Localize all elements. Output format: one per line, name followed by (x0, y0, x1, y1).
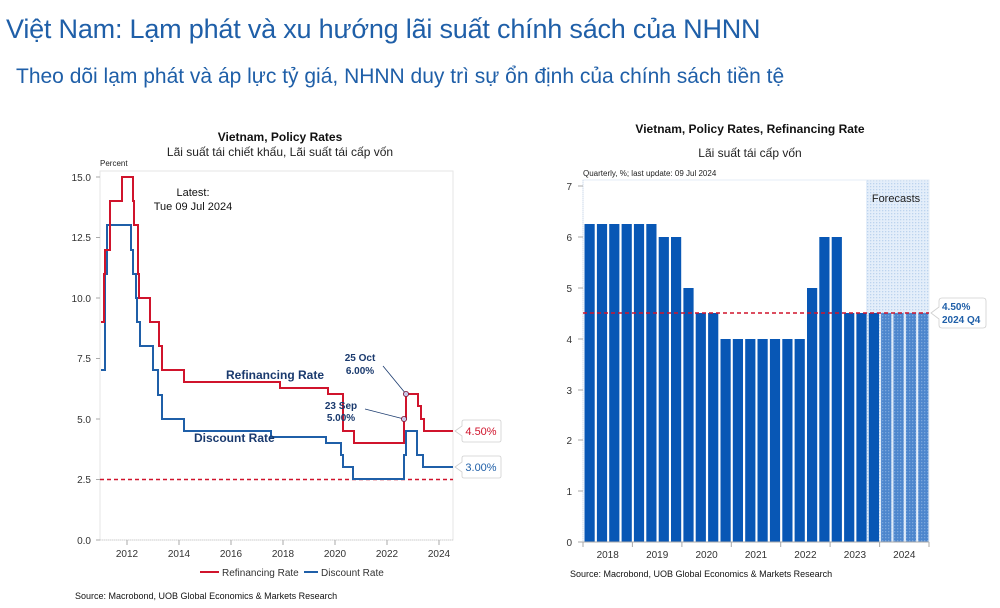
refinancing-bars (584, 224, 879, 542)
svg-text:2023: 2023 (844, 550, 867, 561)
right-chart: Quarterly, %; last update: 09 Jul 2024 F… (566, 169, 987, 579)
right-chart-title: Vietnam, Policy Rates, Refinancing Rate (635, 122, 865, 136)
right-source: Source: Macrobond, UOB Global Economics … (570, 569, 832, 579)
svg-text:1: 1 (566, 487, 572, 498)
left-legend: Refinancing Rate Discount Rate (200, 568, 384, 579)
svg-text:4.50%: 4.50% (465, 426, 496, 438)
forecast-bars (881, 313, 929, 542)
y-tick: 0.0 (77, 536, 91, 547)
discount-rate-label: Discount Rate (194, 431, 275, 445)
annotation-oct-marker (402, 390, 409, 397)
annotation-sep-date: 23 Sep (325, 401, 357, 412)
legend-discount: Discount Rate (321, 568, 384, 579)
y-tick: 5.0 (77, 415, 91, 426)
y-tick: 7.5 (77, 354, 91, 365)
svg-text:5: 5 (566, 284, 572, 295)
x-tick: 2018 (272, 549, 295, 560)
right-chart-note: Quarterly, %; last update: 09 Jul 2024 (583, 169, 717, 178)
x-tick: 2014 (168, 549, 191, 560)
svg-text:2022: 2022 (794, 550, 817, 561)
page-subtitle: Theo dõi lạm phát và áp lực tỷ giá, NHNN… (16, 65, 785, 88)
annotation-oct-leader (382, 365, 407, 395)
svg-text:2019: 2019 (646, 550, 669, 561)
svg-text:4: 4 (566, 335, 572, 346)
right-x-axis: 2018 2019 2020 2021 2022 2023 2024 (582, 541, 930, 561)
svg-text:3.00%: 3.00% (465, 462, 496, 474)
left-y-axis-title: Percent (100, 159, 128, 168)
left-chart-subtitle: Lãi suất tái chiết khấu, Lãi suất tái cấ… (166, 145, 394, 159)
end-label-discount: 3.00% (454, 455, 502, 479)
svg-text:7: 7 (566, 182, 572, 193)
svg-text:2018: 2018 (597, 550, 620, 561)
legend-refinancing: Refinancing Rate (222, 568, 299, 579)
y-tick: 12.5 (72, 233, 92, 244)
discount-rate-line (101, 224, 453, 480)
annotation-oct-date: 25 Oct (345, 353, 376, 364)
latest-date: Tue 09 Jul 2024 (154, 201, 232, 213)
x-tick: 2024 (428, 549, 451, 560)
svg-text:2024: 2024 (893, 550, 916, 561)
svg-text:3: 3 (566, 386, 572, 397)
y-tick: 2.5 (77, 475, 91, 486)
svg-text:2021: 2021 (745, 550, 768, 561)
x-tick: 2020 (324, 549, 347, 560)
x-tick: 2012 (116, 549, 139, 560)
left-y-axis: 15.0 12.5 10.0 7.5 5.0 2.5 0.0 (72, 173, 100, 547)
end-label-refinancing: 4.50% (454, 419, 502, 443)
left-chart: Percent 15.0 12.5 10.0 7.5 5.0 2.5 0.0 (72, 159, 502, 601)
right-chart-subtitle: Lãi suất tái cấp vốn (698, 146, 802, 160)
svg-text:0: 0 (566, 538, 572, 549)
y-tick: 10.0 (72, 294, 92, 305)
annotation-oct-value: 6.00% (346, 366, 374, 377)
svg-text:4.50%: 4.50% (942, 302, 970, 313)
svg-text:2024 Q4: 2024 Q4 (942, 315, 981, 326)
latest-label: Latest: (176, 187, 209, 199)
x-tick: 2016 (220, 549, 243, 560)
x-tick: 2022 (376, 549, 399, 560)
refinancing-rate-label: Refinancing Rate (226, 368, 324, 382)
svg-text:2: 2 (566, 436, 572, 447)
refinancing-rate-line (101, 176, 453, 444)
page-title: Việt Nam: Lạm phát và xu hướng lãi suất … (6, 14, 761, 44)
annotation-sep-marker (400, 415, 407, 422)
svg-text:2020: 2020 (695, 550, 718, 561)
forecast-label: Forecasts (872, 193, 921, 205)
left-x-axis: 2012 2014 2016 2018 2020 2022 2024 (100, 539, 453, 560)
annotation-sep-leader (364, 408, 405, 420)
left-source: Source: Macrobond, UOB Global Economics … (75, 591, 337, 601)
svg-text:6: 6 (566, 233, 572, 244)
callout-2024-q4: 4.50% 2024 Q4 (930, 297, 987, 329)
right-y-axis: 7 6 5 4 2 3 1 0 (566, 180, 584, 549)
left-chart-title: Vietnam, Policy Rates (217, 130, 343, 144)
annotation-sep-value: 5.00% (327, 413, 355, 424)
y-tick: 15.0 (72, 173, 92, 184)
